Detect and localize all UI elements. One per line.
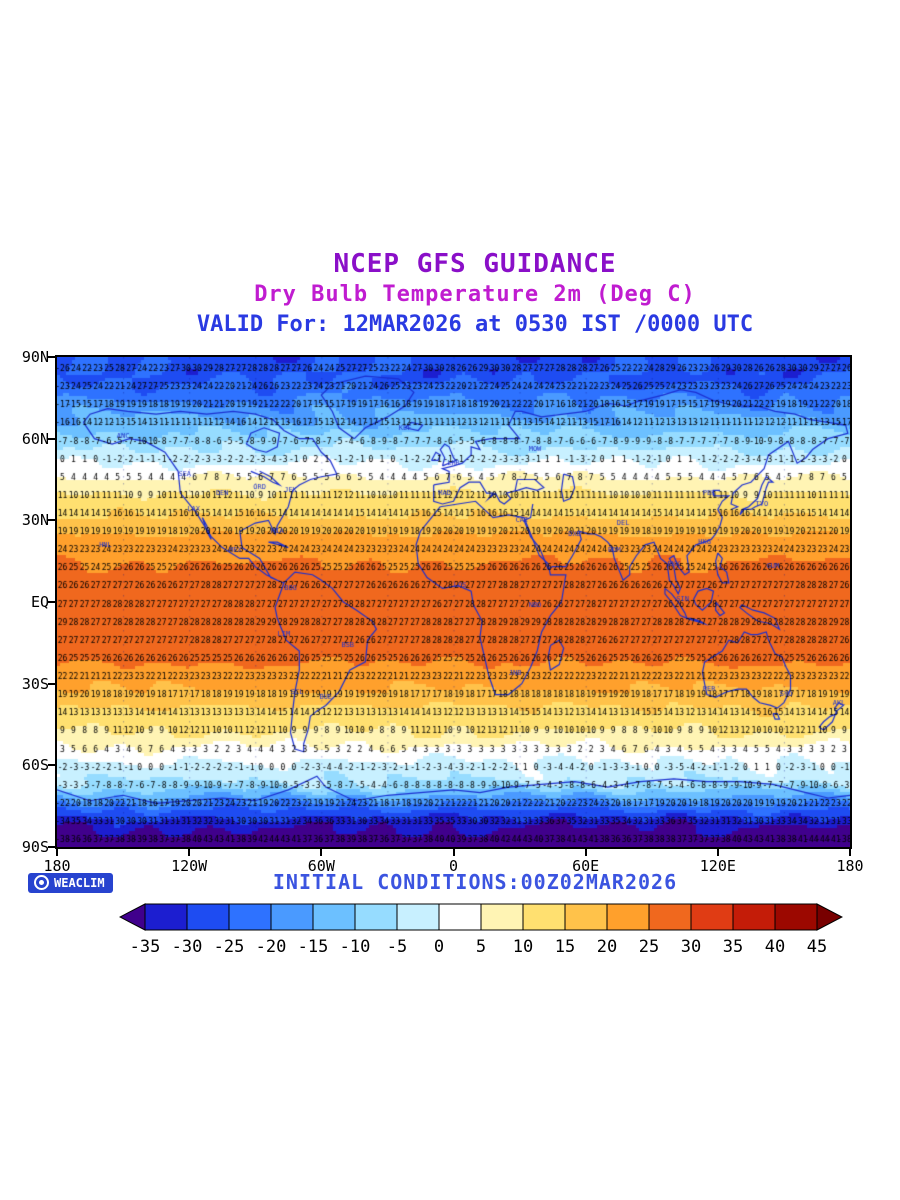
lat-axis-label: 90S — [21, 838, 49, 856]
colorbar-tick-label: 45 — [806, 937, 828, 957]
colorbar-tick-label: 5 — [475, 937, 487, 957]
lat-axis-label: EQ — [30, 593, 49, 611]
lon-axis-label: 60W — [307, 857, 335, 875]
colorbar-label-row: -35 -30 -25 -20 -15 -10 -5 0 5 10 15 20 25 30 35 40 45 — [119, 937, 843, 961]
lat-axis-label: 60S — [21, 756, 49, 775]
lon-axis-label: 60E — [572, 857, 600, 875]
colorbar: -35 -30 -25 -20 -15 -10 -5 0 5 10 15 20 25 30 35 40 45 — [118, 903, 844, 961]
lat-axis-tick — [48, 519, 57, 522]
lat-axis-tick — [48, 601, 57, 603]
lon-axis-tick — [584, 847, 587, 856]
lat-axis-tick — [48, 682, 57, 685]
lon-axis-tick — [849, 847, 851, 856]
colorbar-tick-label: 15 — [554, 937, 576, 957]
lat-axis-label: 60N — [21, 429, 49, 448]
lat-axis-tick — [48, 846, 57, 848]
lon-axis-label: 180 — [836, 857, 864, 875]
weaclim-logo-label: WEACLIM — [54, 875, 105, 890]
colorbar-tick-label: -35 — [129, 937, 161, 957]
colorbar-tick-label: 30 — [680, 937, 702, 957]
lat-axis-tick — [48, 356, 57, 358]
colorbar-gradient — [118, 903, 844, 931]
subtitle: Dry Bulb Temperature 2m (Deg C) — [254, 282, 696, 307]
colorbar-tick-label: -10 — [339, 937, 371, 957]
colorbar-tick-label: -30 — [171, 937, 203, 957]
lon-axis-label: 120W — [171, 857, 208, 875]
lon-axis-tick — [452, 847, 455, 856]
colorbar-tick-label: -15 — [297, 937, 329, 957]
colorbar-tick-label: 35 — [722, 937, 744, 957]
colorbar-tick-label: -25 — [213, 937, 245, 957]
colorbar-tick-label: 40 — [764, 937, 786, 957]
lon-axis-tick — [56, 847, 58, 856]
valid-time-line: VALID For: 12MAR2026 at 0530 IST /0000 U… — [196, 312, 754, 337]
colorbar-tick-label: 10 — [512, 937, 534, 957]
lat-axis-tick — [48, 764, 57, 767]
main-title: NCEP GFS GUIDANCE — [333, 249, 617, 279]
colorbar-tick-label: 25 — [638, 937, 660, 957]
colorbar-tick-label: 0 — [433, 937, 445, 957]
lon-axis-tick — [188, 847, 191, 856]
colorbar-tick-label: -20 — [255, 937, 287, 957]
lat-axis-tick — [48, 437, 57, 440]
lon-axis-label: 0 — [448, 857, 459, 875]
lon-axis-label: 180 — [43, 857, 71, 875]
colorbar-tick-label: 20 — [596, 937, 618, 957]
title-block: NCEP GFS GUIDANCE Dry Bulb Temperature 2… — [55, 248, 895, 340]
weaclim-logo: WEACLIM — [28, 873, 113, 893]
lon-axis-tick — [320, 847, 323, 856]
lat-axis-label: 30S — [21, 674, 49, 693]
lon-axis-label: 120E — [699, 857, 736, 875]
colorbar-tick-label: -5 — [386, 937, 408, 957]
temperature-field-canvas — [57, 357, 850, 847]
lat-axis-label: 90N — [21, 348, 49, 366]
initial-conditions-line: INITIAL CONDITIONS:00Z02MAR2026 — [272, 870, 678, 894]
lat-axis-label: 30N — [21, 511, 49, 530]
weaclim-icon — [34, 875, 49, 890]
lon-axis-tick — [716, 847, 719, 856]
map-plot: 90N 60N 30N EQ 30S 60S 90S 180 120W 60W 0 60E 120E 1… — [22, 348, 864, 875]
